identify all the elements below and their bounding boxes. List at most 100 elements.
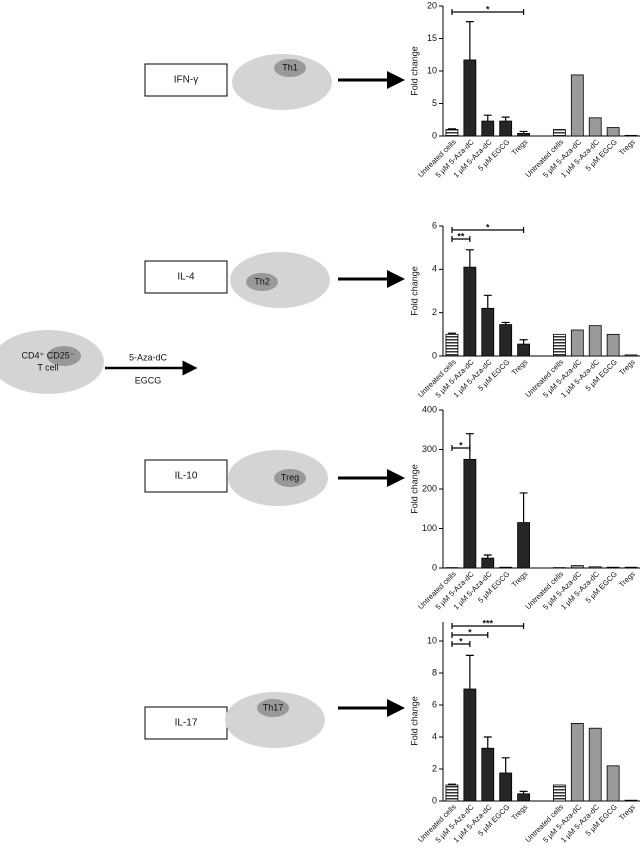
bar — [624, 134, 638, 137]
bar — [481, 557, 495, 569]
error-bar — [483, 294, 492, 309]
error-bar — [519, 339, 528, 345]
cell-label: T cell — [37, 362, 58, 372]
cytokine-label: IFN-γ — [174, 75, 198, 86]
bar — [517, 522, 530, 569]
bar — [588, 566, 602, 569]
bar — [463, 688, 477, 802]
cell-label: Th1 — [282, 62, 298, 72]
x-tick-label: Tregs — [510, 802, 530, 822]
nucleus — [47, 346, 81, 366]
bar — [463, 59, 477, 137]
bar — [570, 74, 584, 137]
bar — [570, 329, 584, 357]
nucleus — [274, 469, 306, 487]
x-tick-label: Tregs — [617, 569, 637, 589]
nucleus — [274, 59, 306, 77]
significance-bracket — [451, 236, 471, 242]
nucleus — [257, 699, 289, 717]
bar — [606, 566, 620, 569]
x-tick-label: Tregs — [510, 357, 530, 377]
significance-label: * — [468, 627, 472, 637]
significance-bracket — [451, 641, 471, 647]
y-tick-label: 10 — [427, 635, 437, 645]
cell-label: Th17 — [263, 702, 284, 712]
bar — [606, 765, 620, 802]
significance-bracket — [451, 632, 489, 638]
bar — [499, 120, 513, 137]
y-tick-label: 200 — [422, 483, 437, 493]
cell-label: Th2 — [254, 276, 270, 286]
bar — [553, 567, 566, 569]
bar — [445, 129, 459, 137]
bar — [588, 727, 602, 802]
bar — [517, 793, 530, 802]
significance-label: * — [486, 4, 490, 14]
bar — [606, 333, 620, 357]
treatment-label: EGCG — [135, 375, 162, 385]
cytokine-label: IL-4 — [177, 272, 195, 283]
significance-bracket — [451, 623, 525, 629]
y-axis-label: Fold change — [409, 266, 419, 316]
bar — [499, 566, 513, 569]
cytokine-label: IL-17 — [175, 718, 198, 729]
treatment-label: 5-Aza-dC — [129, 352, 168, 362]
y-tick-label: 5 — [432, 98, 437, 108]
y-tick-label: 8 — [432, 667, 437, 677]
significance-label: * — [459, 440, 463, 450]
y-tick-label: 4 — [432, 731, 437, 741]
cytokine-box — [144, 459, 228, 493]
error-bar — [447, 783, 456, 785]
significance-bracket — [451, 9, 525, 15]
bar — [445, 333, 459, 357]
x-tick-label: Tregs — [617, 357, 637, 377]
cytokine-label: IL-10 — [175, 471, 198, 482]
y-tick-label: 4 — [432, 264, 437, 274]
bar — [445, 784, 459, 802]
bar — [570, 565, 584, 569]
cell — [225, 692, 325, 748]
y-tick-label: 0 — [432, 130, 437, 140]
error-bar — [465, 654, 474, 689]
bar — [463, 266, 477, 357]
x-tick-label: Tregs — [510, 569, 530, 589]
y-axis-label: Fold change — [409, 696, 419, 746]
x-tick-label: Tregs — [510, 137, 530, 157]
bar — [499, 324, 513, 357]
error-bar — [519, 130, 528, 134]
bar — [463, 458, 477, 569]
bar — [553, 784, 566, 802]
significance-bracket — [451, 227, 525, 233]
x-tick-label: Tregs — [617, 137, 637, 157]
cytokine-box — [144, 260, 228, 294]
bar — [624, 799, 638, 802]
cytokine-box — [144, 63, 228, 97]
error-bar — [519, 790, 528, 794]
significance-label: * — [459, 636, 463, 646]
bar — [499, 772, 513, 802]
bar — [481, 307, 495, 357]
error-bar — [501, 757, 510, 773]
y-tick-label: 300 — [422, 444, 437, 454]
y-tick-label: 20 — [427, 0, 437, 10]
cell-label: Treg — [281, 472, 299, 482]
significance-label: * — [486, 222, 490, 232]
bar — [624, 566, 638, 569]
y-tick-label: 6 — [432, 699, 437, 709]
error-bar — [483, 554, 492, 559]
bar — [553, 333, 566, 357]
error-bar — [447, 128, 456, 130]
y-tick-label: 10 — [427, 65, 437, 75]
error-bar — [483, 114, 492, 122]
significance-label: *** — [483, 618, 494, 628]
bar — [553, 129, 566, 137]
y-tick-label: 400 — [422, 404, 437, 414]
bar — [624, 354, 638, 357]
error-bar — [519, 492, 528, 523]
bar — [588, 117, 602, 137]
y-tick-label: 0 — [432, 350, 437, 360]
bar — [606, 127, 620, 137]
y-tick-label: 2 — [432, 763, 437, 773]
error-bar — [501, 321, 510, 325]
